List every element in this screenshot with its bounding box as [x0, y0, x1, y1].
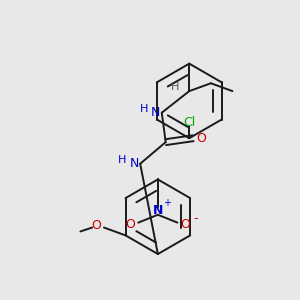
Text: N: N	[153, 204, 163, 218]
Text: O: O	[180, 218, 190, 231]
Text: H: H	[140, 104, 148, 114]
Text: +: +	[163, 198, 171, 208]
Text: Cl: Cl	[183, 116, 195, 129]
Text: N: N	[151, 106, 160, 119]
Text: N: N	[130, 157, 139, 170]
Text: O: O	[196, 132, 206, 145]
Text: -: -	[193, 212, 197, 225]
Text: H: H	[171, 82, 180, 92]
Text: O: O	[91, 219, 101, 232]
Text: O: O	[125, 218, 135, 231]
Text: H: H	[118, 155, 127, 165]
